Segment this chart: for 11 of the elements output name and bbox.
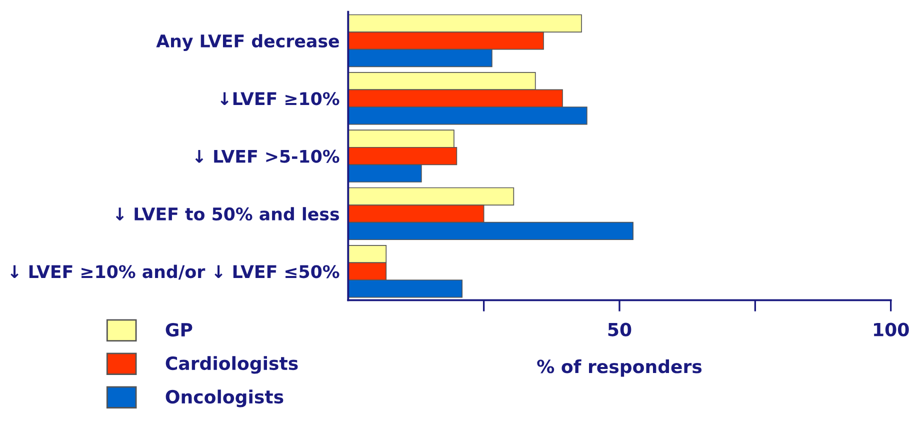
y-tick-label: ↓ LVEF to 50% and less bbox=[116, 207, 339, 221]
y-tick-label: Any LVEF decrease bbox=[156, 34, 339, 52]
y-tick-label: ↓ LVEF ≥10% and/or ↓ LVEF ≤50% bbox=[10, 264, 340, 280]
legend-label: GP bbox=[166, 322, 192, 337]
x-axis-title: % of responders bbox=[537, 359, 702, 377]
x-tick-label: 100 bbox=[874, 322, 909, 336]
x-tick-label: 50 bbox=[608, 322, 632, 336]
y-tick-label: ↓LVEF ≥10% bbox=[220, 92, 340, 106]
legend-label: Cardiologists bbox=[166, 356, 298, 374]
legend-label: Oncologists bbox=[166, 390, 284, 408]
y-tick-label: ↓ LVEF >5-10% bbox=[195, 150, 340, 163]
